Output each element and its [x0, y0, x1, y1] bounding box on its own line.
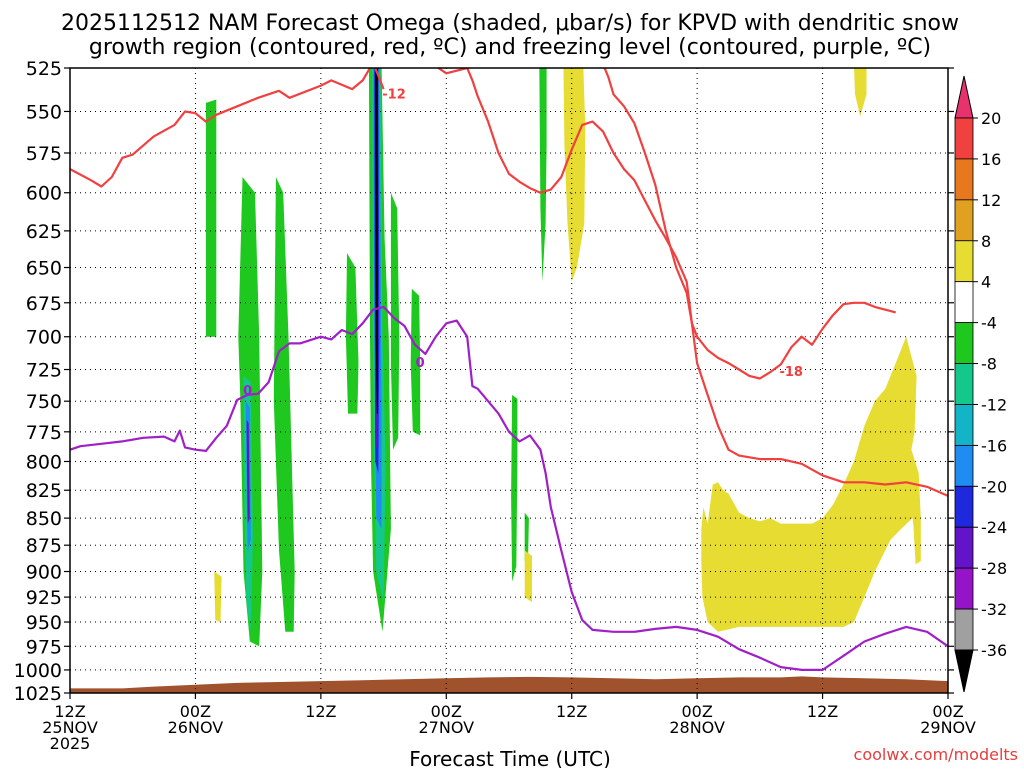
y-tick-label-650: 650	[26, 258, 62, 280]
x-tick-label-12-1: 00Z	[180, 702, 211, 721]
y-tick-label-525: 525	[26, 58, 62, 80]
contour-label-1: -18	[779, 365, 803, 380]
x-tick-label-60-1: 00Z	[681, 702, 712, 721]
y-tick-label-550: 550	[26, 101, 62, 123]
omega-region-20	[214, 571, 222, 622]
omega-region-13	[390, 192, 400, 450]
chart-title-line1: 2025112512 NAM Forecast Omega (shaded, μ…	[61, 11, 959, 36]
x-tick-label-36-2: 27NOV	[418, 718, 474, 737]
omega-region-19	[524, 550, 532, 603]
colorbar-bin-1	[954, 158, 974, 201]
credit-text: coolwx.com/modelts	[854, 745, 1018, 764]
plot-area: -12 -18 0 0	[69, 67, 949, 694]
colorbar-label-4: 4	[981, 273, 991, 292]
colorbar-bin-7	[954, 404, 974, 446]
y-axis: 525 550 575 600 625 650 675 700 725 750 775 800 825 8…	[14, 58, 954, 705]
ground-fill	[70, 676, 948, 693]
colorbar-label-1: 16	[981, 150, 1001, 169]
colorbar-label-3: 8	[981, 232, 991, 251]
x-tick-label-0-3: 2025	[50, 734, 91, 753]
omega-region-5	[273, 177, 295, 632]
x-tick-label-84-1: 00Z	[932, 702, 963, 721]
plot-frame	[69, 67, 949, 694]
colorbar-bin-12	[954, 608, 974, 651]
colorbar-label-8: -16	[981, 436, 1007, 455]
omega-region-18	[563, 68, 586, 282]
y-tick-label-725: 725	[26, 360, 62, 382]
colorbar-top-arrow	[954, 75, 974, 119]
x-tick-label-24-1: 12Z	[305, 702, 336, 721]
x-tick-label-36-1: 00Z	[431, 702, 462, 721]
y-tick-label-850: 850	[26, 508, 62, 530]
colorbar-bottom-arrow	[954, 649, 974, 693]
contour--12-0	[70, 68, 385, 188]
x-axis-label: Forecast Time (UTC)	[409, 747, 611, 768]
omega-region-4	[246, 419, 250, 524]
contour-label-2: 0	[243, 384, 252, 399]
y-tick-label-775: 775	[26, 422, 62, 444]
y-tick-label-600: 600	[26, 183, 62, 205]
x-tick-label-60-2: 28NOV	[669, 718, 725, 737]
colorbar-label-0: 20	[981, 109, 1001, 128]
colorbar-bin-5	[954, 322, 974, 364]
colorbar-bin-2	[954, 199, 974, 242]
omega-region-0	[205, 99, 217, 337]
y-tick-label-1025: 1025	[14, 683, 62, 705]
x-tick-label-48-1: 12Z	[556, 702, 587, 721]
x-tick-label-72-1: 12Z	[807, 702, 838, 721]
colorbar: 20 16 12 8 4 -4 -8 -12 -16 -20 -24 -28 -32 -36	[954, 75, 1007, 693]
y-tick-label-750: 750	[26, 391, 62, 413]
omega-region-12	[375, 68, 378, 414]
y-tick-label-625: 625	[26, 221, 62, 243]
y-tick-label-875: 875	[26, 535, 62, 557]
colorbar-bin-8	[954, 444, 974, 487]
contour--18-2	[603, 68, 896, 380]
y-tick-label-575: 575	[26, 143, 62, 165]
contour--12-1	[436, 68, 948, 497]
colorbar-bin-11	[954, 567, 974, 610]
colorbar-bin-9	[954, 485, 974, 528]
colorbar-bin-4	[954, 281, 974, 324]
colorbar-bin-0	[954, 117, 974, 160]
colorbar-bin-3	[954, 240, 974, 283]
contour-label-0: -12	[382, 87, 406, 102]
y-tick-label-700: 700	[26, 327, 62, 349]
colorbar-label-12: -32	[981, 600, 1007, 619]
omega-region-15	[539, 68, 547, 282]
colorbar-label-11: -28	[981, 559, 1007, 578]
x-tick-label-0-1: 12Z	[54, 702, 85, 721]
colorbar-label-13: -36	[981, 641, 1007, 660]
colorbar-label-10: -24	[981, 518, 1007, 537]
y-tick-label-825: 825	[26, 480, 62, 502]
y-tick-label-900: 900	[26, 562, 62, 584]
x-tick-label-12-2: 26NOV	[168, 718, 224, 737]
chart-title-line2: growth region (contoured, red, ºC) and f…	[89, 35, 931, 60]
y-tick-label-925: 925	[26, 587, 62, 609]
colorbar-label-2: 12	[981, 191, 1001, 210]
contour-label-3: 0	[416, 356, 425, 371]
y-tick-label-975: 975	[26, 636, 62, 658]
y-tick-label-800: 800	[26, 451, 62, 473]
colorbar-label-7: -12	[981, 395, 1007, 414]
y-tick-label-950: 950	[26, 612, 62, 634]
plot-inner: -12 -18 0 0	[70, 68, 948, 693]
colorbar-label-5: -4	[981, 314, 997, 333]
omega-region-14	[410, 288, 421, 436]
y-tick-label-675: 675	[26, 293, 62, 315]
x-tick-label-84-2: 29NOV	[920, 718, 976, 737]
colorbar-bin-10	[954, 526, 974, 569]
y-tick-label-1000: 1000	[14, 660, 62, 682]
omega-region-22	[701, 336, 921, 632]
x-tick-label-0-2: 25NOV	[42, 718, 98, 737]
colorbar-bin-6	[954, 363, 974, 405]
omega-region-16	[511, 394, 518, 582]
colorbar-label-9: -20	[981, 477, 1007, 496]
colorbar-label-6: -8	[981, 355, 997, 374]
omega-region-21	[854, 68, 867, 117]
contour-0-3	[70, 305, 948, 671]
